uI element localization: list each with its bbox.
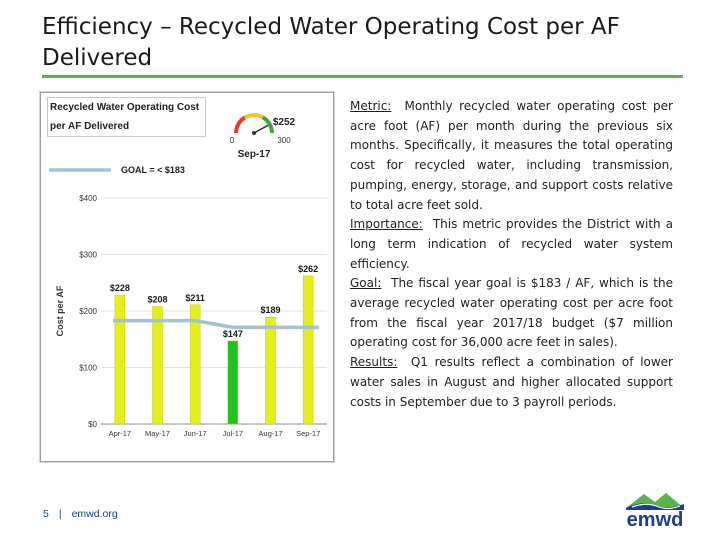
description-text: Metric: Monthly recycled water operating…	[350, 97, 673, 412]
logo-text: emwd	[626, 509, 684, 531]
chart-panel: $0 $100 $200 $300 $400 Cost per AF $228 Apr-17 $…	[40, 92, 334, 462]
bar-data-label: $147	[223, 329, 243, 339]
goal-body: The fiscal year goal is $183 / AF, which…	[350, 276, 673, 350]
y-tick-label: $300	[79, 251, 97, 260]
bar-data-label: $208	[147, 294, 167, 304]
gauge-hub	[252, 131, 256, 135]
gauge-arc-segment	[261, 115, 274, 134]
gauge-min-label: 0	[230, 136, 235, 145]
bar	[114, 294, 126, 425]
chart-title: Recycled Water Operating Cost per AF Del…	[47, 97, 206, 137]
importance-body: This metric provides the District with a…	[350, 217, 673, 271]
metric-paragraph: Metric: Monthly recycled water operating…	[350, 97, 673, 215]
metric-body: Monthly recycled water operating cost pe…	[350, 99, 673, 212]
bar	[302, 275, 314, 425]
slide-title: Efficiency – Recycled Water Operating Co…	[42, 14, 620, 71]
gauge-arc-segment	[243, 113, 264, 120]
x-tick-label: Jul-17	[223, 429, 243, 438]
x-tick-label: Sep-17	[296, 429, 320, 438]
page-number: 5	[43, 508, 49, 520]
importance-paragraph: Importance: This metric provides the Dis…	[350, 215, 673, 274]
results-paragraph: Results: Q1 results reflect a combinatio…	[350, 353, 673, 412]
y-tick-label: $400	[79, 194, 97, 203]
y-tick-label: $200	[79, 307, 97, 316]
emwd-logo: emwd	[622, 490, 688, 534]
results-label: Results:	[350, 355, 398, 370]
footer-separator: |	[58, 508, 62, 520]
bar-data-label: $189	[260, 305, 280, 315]
goal-label: Goal:	[350, 276, 382, 291]
cost-chart: $0 $100 $200 $300 $400 Cost per AF $228 Apr-17 $…	[49, 113, 327, 438]
gauge-period-label: Sep-17	[238, 149, 271, 160]
gauge-max-label: 300	[277, 136, 291, 145]
results-body: Q1 results reflect a combination of lowe…	[350, 355, 673, 409]
gauge-arc-segment	[234, 115, 246, 134]
bar-data-label: $262	[298, 264, 318, 274]
bar	[265, 316, 276, 425]
goal-paragraph: Goal: The fiscal year goal is $183 / AF,…	[350, 274, 673, 353]
x-tick-label: Apr-17	[109, 429, 132, 438]
bar-data-label: $228	[110, 283, 130, 293]
y-tick-label: $100	[79, 364, 97, 373]
footer: 5 | emwd.org	[43, 508, 118, 520]
mountain-logo-icon	[626, 493, 684, 510]
x-tick-label: Jun-17	[184, 429, 207, 438]
importance-label: Importance:	[350, 217, 423, 232]
x-tick-label: May-17	[145, 429, 170, 438]
goal-line	[113, 318, 319, 330]
x-tick-label: Aug-17	[258, 429, 282, 438]
gauge-value-label: $252	[273, 117, 296, 128]
title-divider	[42, 75, 683, 78]
footer-link[interactable]: emwd.org	[71, 508, 118, 520]
metric-label: Metric:	[350, 99, 392, 113]
bar	[152, 306, 163, 425]
y-tick-label: $0	[88, 420, 97, 429]
gauge-needle	[253, 124, 269, 134]
bar-data-label: $211	[185, 293, 205, 303]
legend-goal-label: GOAL = < $183	[121, 165, 185, 175]
y-axis-title: Cost per AF	[55, 285, 65, 336]
bar	[227, 340, 239, 425]
bar	[189, 304, 201, 425]
